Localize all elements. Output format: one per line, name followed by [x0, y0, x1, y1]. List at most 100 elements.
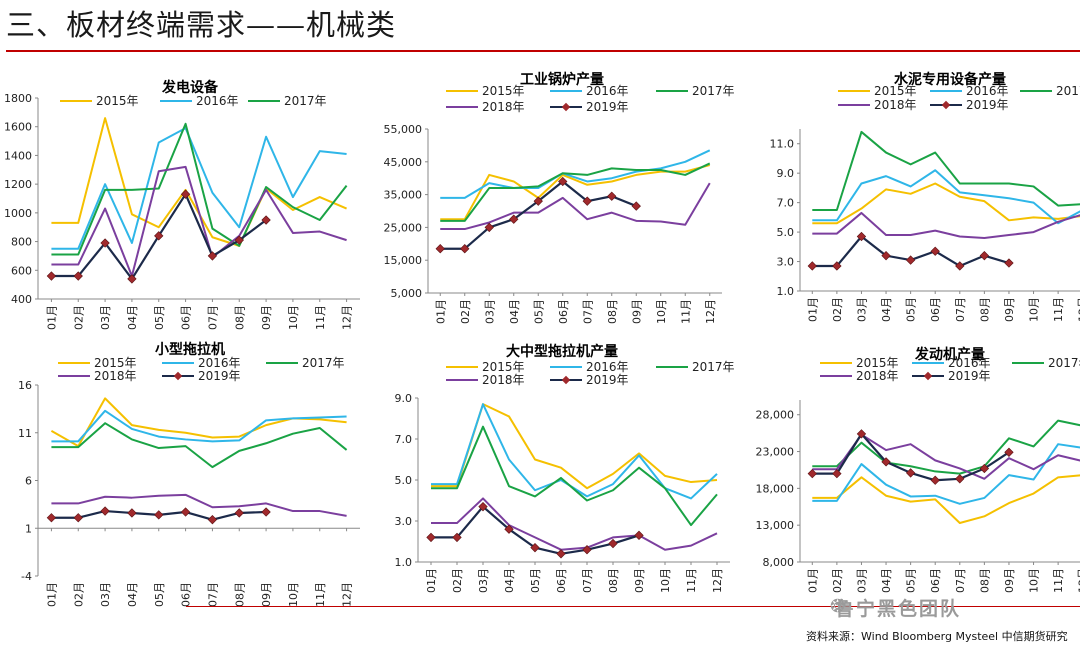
data-point-y2019 [930, 246, 940, 256]
y-tick-label: 28,000 [756, 409, 795, 422]
x-tick-label: 09月 [1003, 568, 1016, 593]
data-point-y2019 [533, 196, 543, 206]
series-line-y2016 [812, 443, 1080, 505]
chart-title: 发电设备 [161, 79, 219, 96]
x-tick-label: 03月 [99, 305, 112, 330]
x-tick-label: 12月 [704, 299, 717, 324]
y-tick-label: 3.0 [395, 515, 413, 528]
x-tick-label: 06月 [929, 568, 942, 593]
x-tick-label: 01月 [806, 568, 819, 593]
data-point-y2019 [979, 463, 990, 474]
data-point-y2019 [607, 191, 617, 201]
chart-title: 发动机产量 [914, 346, 985, 363]
series-line-y2018 [431, 497, 718, 551]
data-point-y2019 [154, 510, 164, 520]
x-tick-label: 11月 [685, 568, 698, 593]
x-tick-label: 07月 [954, 297, 967, 322]
x-tick-label: 02月 [72, 305, 85, 330]
y-tick-label: 45,000 [384, 156, 423, 169]
legend-label-y2015: 2015年 [856, 356, 899, 370]
y-tick-label: 5.0 [777, 226, 795, 239]
x-tick-label: 03月 [483, 299, 496, 324]
data-point-y2019 [127, 508, 137, 518]
y-tick-label: 6 [25, 475, 32, 488]
legend-marker [173, 371, 183, 381]
chart-title: 工业锅炉产量 [520, 71, 604, 88]
y-tick-label: 9.0 [777, 167, 795, 180]
x-tick-label: 05月 [153, 582, 166, 607]
legend-label-y2019: 2019年 [586, 373, 629, 387]
x-tick-label: 01月 [45, 582, 58, 607]
bottom-divider [186, 606, 1080, 607]
y-tick-label: 55,000 [384, 123, 423, 136]
x-tick-label: 03月 [99, 582, 112, 607]
y-tick-label: 8,000 [763, 556, 795, 569]
legend-label-y2016: 2016年 [966, 84, 1009, 98]
y-tick-label: 35,000 [384, 189, 423, 202]
legend-label-y2016: 2016年 [196, 94, 239, 108]
legend-label-y2018: 2018年 [874, 98, 917, 112]
x-tick-label: 02月 [831, 568, 844, 593]
data-point-y2019 [426, 532, 436, 543]
data-point-y2019 [261, 507, 271, 517]
chart-title: 小型拖拉机 [155, 341, 225, 358]
x-tick-label: 05月 [905, 568, 918, 593]
x-tick-label: 11月 [679, 299, 692, 324]
y-tick-label: 25,000 [384, 221, 423, 234]
y-tick-label: 1800 [4, 92, 32, 105]
data-point-y2019 [832, 468, 842, 479]
legend-label-y2016: 2016年 [586, 84, 629, 98]
data-point-y2019 [73, 271, 83, 281]
y-tick-label: 400 [11, 293, 32, 306]
data-point-y2019 [478, 501, 488, 512]
data-point-y2019 [460, 244, 470, 254]
data-point-y2019 [1004, 447, 1014, 457]
x-tick-label: 08月 [978, 297, 991, 322]
source-note: 资料来源：Wind Bloomberg Mysteel 中信期货研究 [806, 630, 1068, 643]
y-tick-label: 7.0 [395, 433, 413, 446]
x-tick-label: 07月 [206, 582, 219, 607]
x-tick-label: 08月 [607, 568, 620, 593]
series-line-y2017 [51, 122, 348, 256]
data-point-y2019 [631, 201, 641, 211]
legend-label-y2019: 2019年 [198, 369, 241, 383]
legend-label-y2019: 2019年 [948, 369, 991, 383]
data-point-y2019 [634, 530, 644, 541]
legend-label-y2015: 2015年 [874, 84, 917, 98]
y-tick-label: 800 [11, 236, 32, 249]
data-point-y2019 [807, 261, 817, 271]
series-line-y2017 [440, 162, 711, 222]
x-tick-label: 06月 [555, 568, 568, 593]
data-point-y2019 [530, 542, 540, 553]
data-point-y2019 [558, 176, 568, 187]
data-point-y2019 [207, 514, 218, 525]
x-tick-label: 08月 [233, 305, 246, 330]
legend-label-y2017: 2017年 [284, 94, 327, 108]
y-tick-label: 600 [11, 264, 32, 277]
legend-label-y2015: 2015年 [482, 84, 525, 98]
data-point-y2019 [100, 506, 110, 516]
series-line-y2017 [51, 422, 348, 469]
data-point-y2019 [435, 244, 445, 254]
data-point-y2019 [100, 238, 110, 248]
x-tick-label: 12月 [341, 305, 354, 330]
y-tick-label: 7.0 [777, 197, 795, 210]
legend-label-y2019: 2019年 [586, 100, 629, 114]
x-tick-label: 05月 [153, 305, 166, 330]
data-point-y2019 [881, 250, 891, 261]
legend-marker [561, 375, 571, 385]
x-tick-label: 04月 [126, 305, 139, 330]
data-point-y2019 [556, 549, 566, 559]
x-tick-label: 10月 [1028, 568, 1041, 593]
watermark: 鲁宁黑色团队 [835, 598, 962, 620]
x-tick-label: 11月 [314, 305, 327, 330]
legend-label-y2018: 2018年 [856, 369, 899, 383]
x-tick-label: 11月 [1052, 568, 1065, 593]
x-tick-label: 08月 [606, 299, 619, 324]
y-tick-label: 1.0 [395, 556, 413, 569]
x-tick-label: 09月 [260, 305, 273, 330]
x-tick-label: 07月 [954, 568, 967, 593]
